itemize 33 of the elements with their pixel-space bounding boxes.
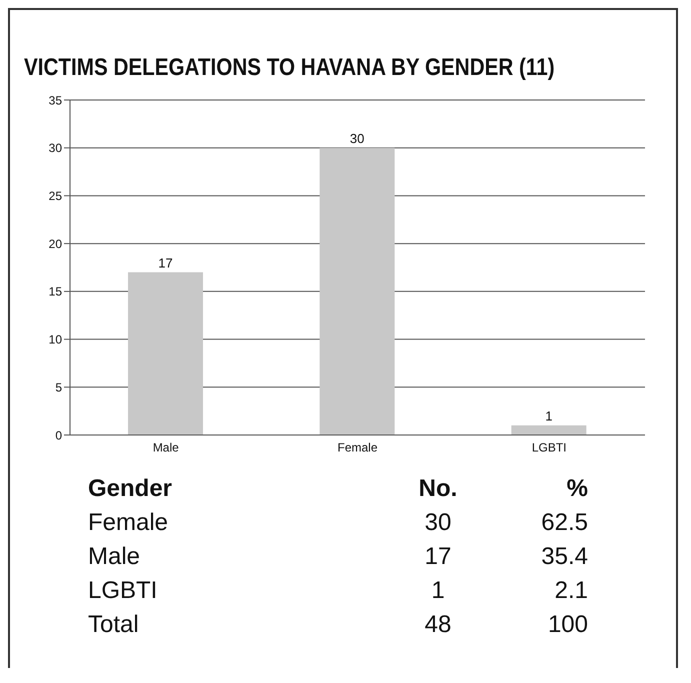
- text: Male: [88, 543, 142, 571]
- text: 1: [430, 577, 446, 605]
- x-tick-label: Female: [337, 440, 378, 455]
- text: 48: [424, 611, 452, 639]
- data-label: 1: [545, 408, 552, 424]
- y-tick-label: 30: [48, 141, 62, 156]
- bar: [128, 272, 203, 435]
- y-tick-label: 15: [48, 284, 62, 299]
- text: %: [566, 475, 588, 503]
- text: 2.1: [554, 577, 588, 605]
- x-tick-label: LGBTI: [532, 440, 567, 455]
- text: 17: [424, 543, 452, 571]
- text: No.: [418, 475, 458, 503]
- y-tick-label: 35: [48, 93, 62, 108]
- text: Total: [88, 611, 140, 639]
- text: LGBTI: [88, 577, 158, 605]
- data-label: 30: [350, 130, 364, 146]
- text: Gender: [88, 475, 174, 503]
- y-tick-label: 10: [48, 332, 62, 347]
- text: 35.4: [540, 543, 588, 571]
- y-tick-label: 20: [48, 236, 62, 251]
- bar: [511, 425, 586, 435]
- x-tick-label: Male: [152, 440, 180, 455]
- chart-title: VICTIMS DELEGATIONS TO HAVANA BY GENDER (11): [24, 54, 555, 82]
- y-tick-label: 5: [55, 380, 62, 394]
- text: 62.5: [540, 509, 588, 537]
- text: Female: [88, 509, 170, 537]
- y-tick-label: 25: [48, 188, 62, 203]
- text: 100: [546, 611, 588, 639]
- y-tick-label: 0: [55, 428, 62, 442]
- bar: [320, 148, 395, 435]
- data-label: 17: [158, 255, 173, 270]
- text: 30: [424, 509, 452, 537]
